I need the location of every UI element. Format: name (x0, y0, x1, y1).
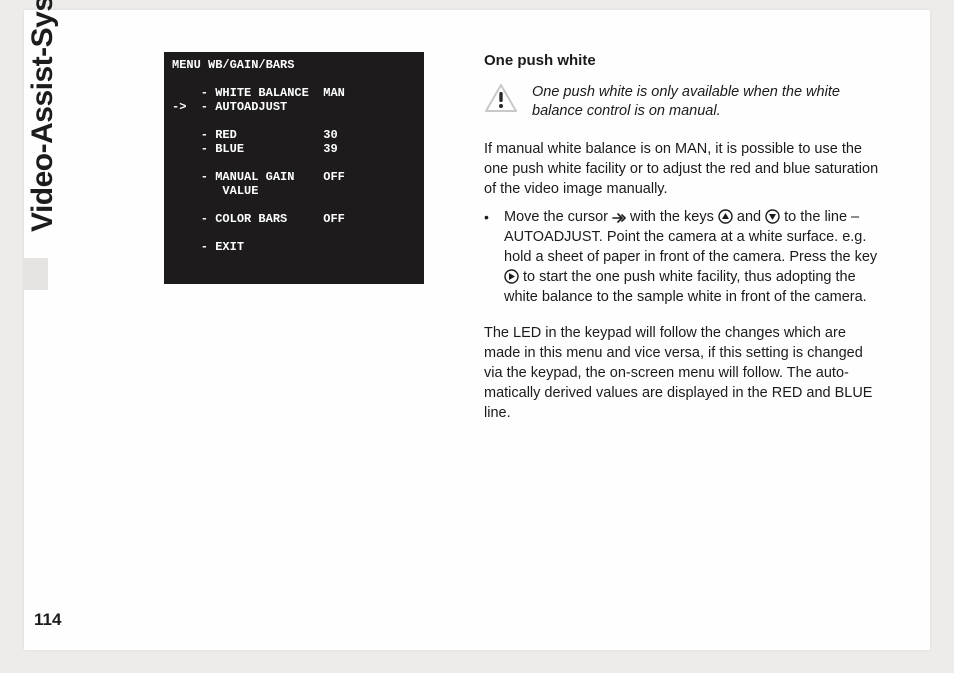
page-number: 114 (34, 610, 61, 630)
bullet-text: Move the cursor with the keys and to the… (504, 207, 884, 307)
menu-item-label: COLOR BARS (215, 212, 287, 226)
osd-menu: MENU WB/GAIN/BARS - WHITE BALANCE MAN ->… (164, 52, 424, 284)
section-heading: One push white (484, 52, 884, 69)
sidebar-title-wrap: Video-Assist-System (24, 176, 74, 596)
menu-item-label: RED (215, 128, 237, 142)
paragraph: If manual white balance is on MAN, it is… (484, 139, 884, 199)
key-up-icon (718, 209, 733, 224)
warning-icon (484, 83, 518, 113)
text-fragment: to start the one push white facility, th… (504, 269, 867, 305)
menu-item-label: AUTOADJUST (215, 100, 287, 114)
menu-item-sublabel: VALUE (222, 184, 258, 198)
key-down-icon (765, 209, 780, 224)
menu-title: MENU WB/GAIN/BARS (172, 58, 294, 72)
content-column: One push white One push white is only av… (484, 52, 884, 431)
menu-item-value: OFF (323, 170, 345, 184)
sidebar-title: Video-Assist-System (26, 0, 60, 232)
menu-cursor: -> (172, 100, 186, 114)
bullet-marker: • (484, 207, 496, 227)
warning-row: One push white is only available when th… (484, 83, 884, 121)
bullet-item: • Move the cursor with the keys and to t… (484, 207, 884, 307)
menu-item-label: WHITE BALANCE (215, 86, 309, 100)
page-sheet: Video-Assist-System 114 MENU WB/GAIN/BAR… (24, 10, 930, 650)
paragraph: The LED in the keypad will follow the ch… (484, 323, 884, 423)
menu-item-label: EXIT (215, 240, 244, 254)
text-fragment: Move the cursor (504, 209, 612, 225)
menu-item-value: OFF (323, 212, 345, 226)
menu-item-value: 39 (323, 142, 337, 156)
text-fragment: and (733, 209, 765, 225)
menu-item-value: MAN (323, 86, 345, 100)
menu-item-label: MANUAL GAIN (215, 170, 294, 184)
menu-item-value: 30 (323, 128, 337, 142)
warning-text: One push white is only available when th… (532, 83, 884, 121)
key-right-icon (504, 269, 519, 284)
text-fragment: with the keys (626, 209, 718, 225)
menu-item-label: BLUE (215, 142, 244, 156)
cursor-arrow-icon (612, 212, 626, 224)
